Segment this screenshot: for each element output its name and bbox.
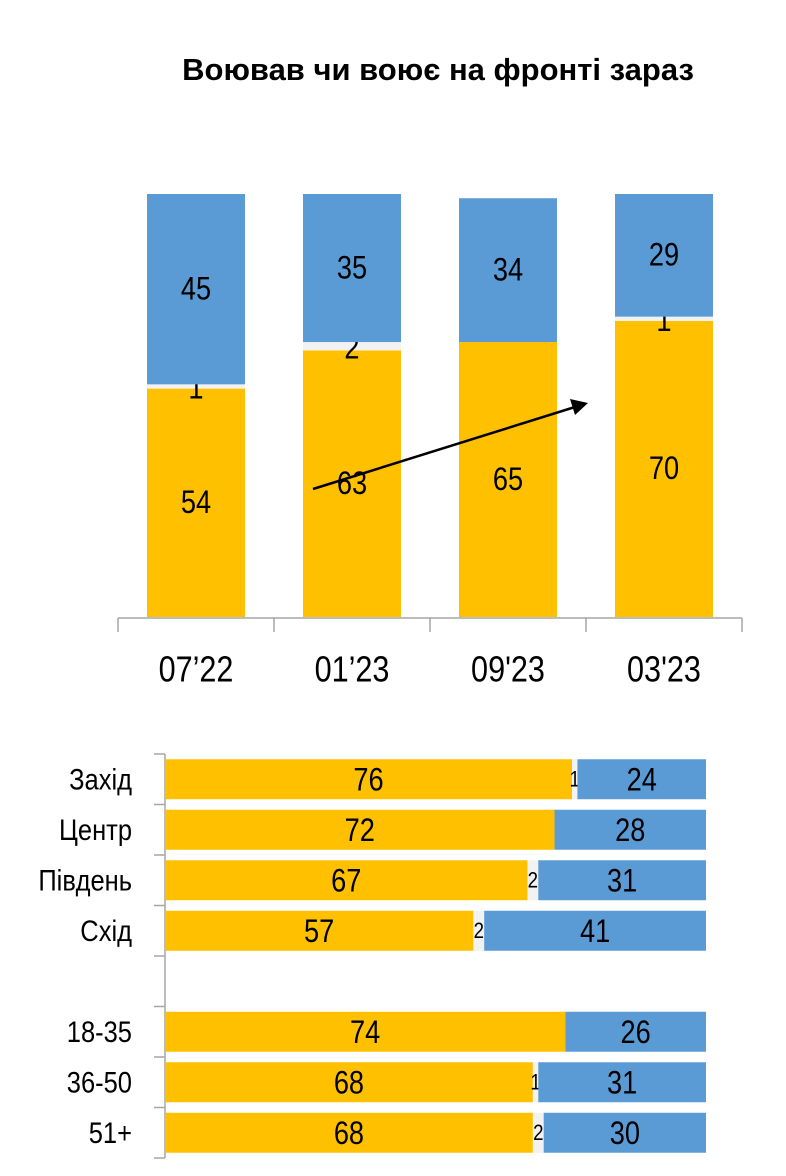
data-label: 74 — [350, 1015, 380, 1051]
y-tick-label: 18-35 — [67, 1015, 132, 1048]
bar-segment — [538, 860, 706, 901]
bar-segment — [577, 759, 706, 800]
bar-segment — [554, 809, 706, 850]
bar-segment — [147, 388, 245, 617]
y-tick-label: Південь — [38, 864, 132, 897]
data-label: 45 — [181, 271, 211, 307]
x-tick-label: 03'23 — [627, 650, 701, 690]
bar-segment — [165, 1062, 533, 1103]
data-label: 26 — [621, 1015, 651, 1051]
data-label: 70 — [649, 451, 679, 487]
x-tick-label: 09'23 — [471, 650, 545, 690]
bar-segment — [303, 194, 401, 343]
y-tick-label: 51+ — [89, 1116, 132, 1149]
bar-segment — [165, 910, 474, 951]
data-label: 30 — [610, 1116, 640, 1152]
bar-segment — [165, 1112, 533, 1153]
data-label: 1 — [570, 768, 580, 792]
data-label: 76 — [353, 762, 383, 798]
y-tick-label: Захід — [69, 763, 132, 796]
data-label: 34 — [493, 252, 523, 288]
bar-segment — [473, 910, 485, 951]
trend-arrow-line — [312, 405, 576, 491]
data-label: 29 — [649, 238, 679, 274]
bar-segment — [532, 1112, 544, 1153]
bar-segment — [615, 320, 713, 617]
bar-segment — [538, 1062, 706, 1103]
bar-segment — [615, 316, 713, 321]
data-label: 31 — [607, 863, 637, 899]
bar-segment — [165, 809, 555, 850]
bar-segment — [565, 1011, 706, 1052]
data-label: 57 — [304, 914, 334, 950]
bar-segment — [459, 198, 557, 343]
bar-segment — [303, 350, 401, 617]
data-label: 24 — [627, 762, 657, 798]
data-label: 31 — [607, 1065, 637, 1101]
data-label: 63 — [337, 466, 367, 502]
x-tick-label: 07’22 — [159, 650, 234, 690]
data-label: 28 — [615, 813, 645, 849]
data-label: 72 — [345, 813, 375, 849]
chart-title: Воював чи воює на фронті зараз — [182, 52, 694, 87]
y-tick-label: Центр — [59, 813, 132, 846]
bar-segment — [615, 194, 713, 317]
bar-segment — [165, 1011, 566, 1052]
bar-segment — [303, 342, 401, 351]
data-label: 2 — [474, 920, 484, 944]
y-tick-label: Схід — [80, 914, 132, 947]
data-label: 54 — [181, 485, 211, 521]
data-label: 2 — [533, 1122, 543, 1146]
x-tick-label: 01’23 — [315, 650, 390, 690]
data-label: 35 — [337, 250, 367, 286]
bar-segment — [147, 384, 245, 389]
bar-segment — [147, 194, 245, 385]
data-label: 67 — [331, 863, 361, 899]
bar-segment — [165, 860, 528, 901]
bar-segment — [165, 759, 573, 800]
bar-segment — [532, 1062, 539, 1103]
bar-segment — [572, 759, 578, 800]
data-label: 41 — [580, 914, 610, 950]
data-label: 68 — [334, 1065, 364, 1101]
trend-arrow-head — [570, 399, 588, 415]
data-label: 1 — [530, 1071, 540, 1095]
bar-segment — [527, 860, 539, 901]
data-label: 2 — [528, 869, 538, 893]
bar-segment — [459, 342, 557, 617]
y-tick-label: 36-50 — [67, 1066, 132, 1099]
data-label: 65 — [493, 462, 523, 498]
data-label: 68 — [334, 1116, 364, 1152]
bar-segment — [484, 910, 706, 951]
bar-segment — [543, 1112, 706, 1153]
